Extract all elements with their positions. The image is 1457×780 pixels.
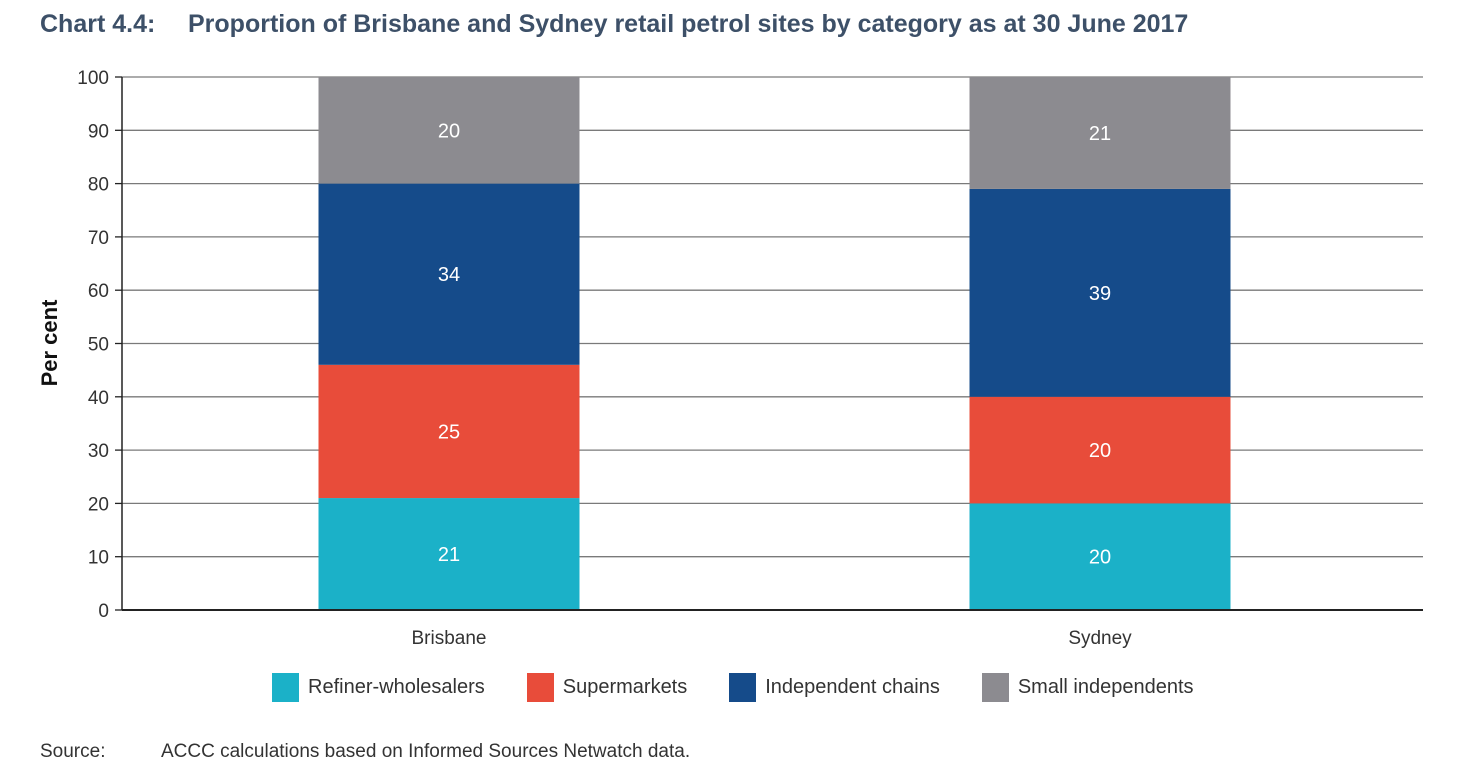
y-axis-label: Per cent [37,299,62,386]
y-tick-label: 60 [88,281,109,302]
legend-swatch [981,673,1009,702]
bar-segment [318,183,580,365]
source-note: Source: ACCC calculations based on Inform… [40,741,690,763]
y-tick-label: 90 [88,121,109,142]
data-label: 34 [438,264,460,286]
y-tick-label: 50 [88,335,109,356]
legend-item: Supermarkets [526,673,688,702]
legend-swatch [272,673,299,702]
y-tick-label: 20 [88,494,109,515]
bar-segment [969,503,1231,610]
bar-segment [969,77,1231,189]
data-label: 20 [1089,440,1111,462]
data-label: 20 [438,120,460,142]
legend-swatch [729,673,757,702]
chart-title-text: Proportion of Brisbane and Sydney retail… [188,10,1189,38]
data-label: 21 [1089,123,1111,145]
data-label: 21 [438,544,460,566]
bar-segment [318,77,580,184]
chart-title: Chart 4.4: Proportion of Brisbane and Syd… [40,10,1188,39]
x-tick-label: Sydney [1068,628,1132,649]
legend-label: Supermarkets [562,676,688,698]
data-label: 39 [1089,283,1111,305]
source-label: Source: [40,741,106,762]
legend-item: Independent chains [729,673,940,702]
legend-item: Small independents [981,673,1194,702]
data-label: 25 [438,421,460,443]
x-tick-label: Brisbane [412,628,487,649]
legend-item: Refiner-wholesalers [272,673,485,702]
chart-number: Chart 4.4: [40,10,156,38]
y-tick-label: 100 [77,68,109,89]
y-tick-label: 70 [88,228,109,249]
legend-label: Refiner-wholesalers [308,676,485,698]
stacked-bar-chart: 0 10 20 30 40 50 60 70 80 90 100 21 25 34 20 Brisbane 20… [37,68,1423,649]
y-tick-label: 0 [98,601,109,622]
legend-label: Small independents [1017,676,1194,698]
bar-segment [318,364,580,499]
legend-label: Independent chains [765,676,940,698]
y-tick-label: 10 [88,548,109,569]
bar-segment [969,188,1231,397]
y-tick-label: 80 [88,175,109,196]
bar-segment [969,396,1231,504]
data-label: 20 [1089,547,1111,569]
legend: Refiner-wholesalers Supermarkets Independe… [272,673,1236,702]
y-tick-label: 40 [88,388,109,409]
legend-swatch [526,673,554,702]
source-text: ACCC calculations based on Informed Sour… [161,741,691,762]
y-tick-label: 30 [88,441,109,462]
bar-segment [318,498,580,610]
